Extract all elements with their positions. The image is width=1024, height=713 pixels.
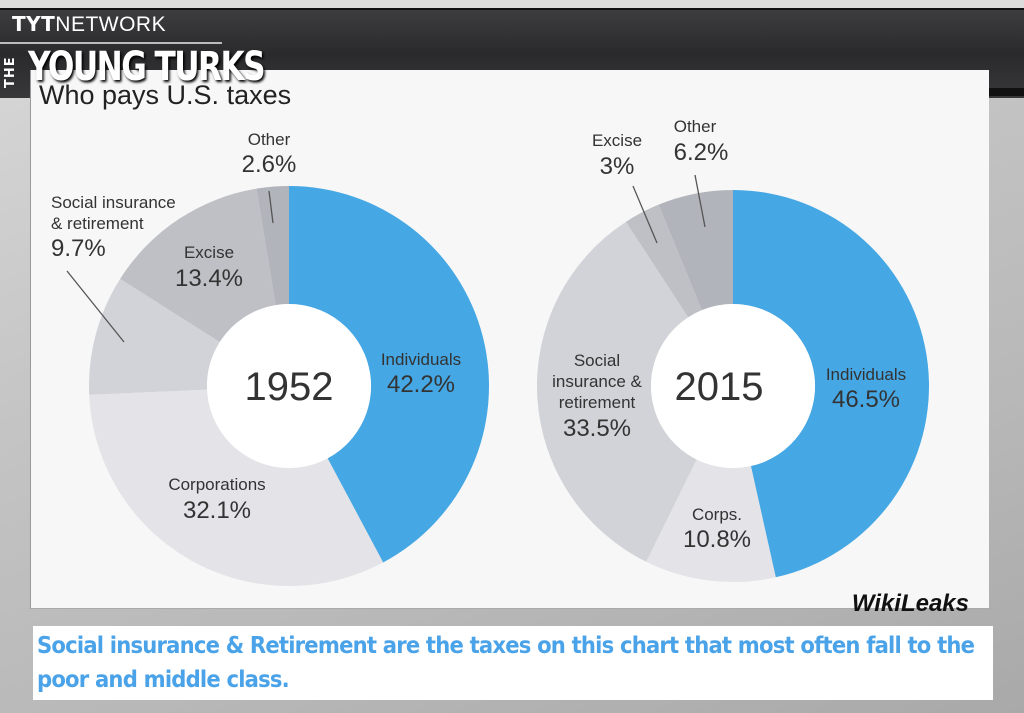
label-excise-1952: Excise bbox=[184, 243, 234, 262]
slice-other bbox=[658, 190, 733, 311]
label-individuals-1952: Individuals bbox=[381, 350, 461, 369]
show-prefix: THE bbox=[3, 56, 18, 88]
show-logo: YOUNG TURKS bbox=[28, 44, 266, 90]
label-social-1952-line2: & retirement bbox=[51, 214, 144, 233]
label-individuals-2015: Individuals bbox=[826, 365, 906, 384]
label-excise-2015: Excise bbox=[592, 131, 642, 150]
slice-other bbox=[256, 186, 289, 306]
value-excise-2015: 3% bbox=[600, 153, 635, 180]
top-strip bbox=[0, 0, 1024, 8]
slice-excise bbox=[625, 204, 702, 318]
donut-hole bbox=[207, 304, 371, 468]
slice-social-insurance-retirement bbox=[89, 278, 220, 395]
slice-individuals bbox=[289, 186, 489, 563]
year-label-2015: 2015 bbox=[675, 365, 764, 409]
label-social-2015-line3: retirement bbox=[559, 393, 636, 412]
logo-divider bbox=[0, 42, 222, 44]
slice-individuals bbox=[733, 190, 930, 578]
value-social-2015: 33.5% bbox=[563, 415, 631, 442]
label-corporations-2015: Corps. bbox=[692, 505, 742, 524]
leader-line-social-1952 bbox=[66, 270, 125, 343]
value-other-1952: 2.6% bbox=[242, 151, 297, 178]
label-corporations-1952: Corporations bbox=[168, 475, 265, 494]
donut-1952 bbox=[89, 186, 489, 586]
label-social-1952-line1: Social insurance bbox=[51, 193, 176, 212]
label-other-2015: Other bbox=[674, 117, 717, 136]
leader-line-other-2015 bbox=[694, 174, 706, 228]
value-excise-1952: 13.4% bbox=[175, 265, 243, 292]
caption-banner: Social insurance & Retirement are the ta… bbox=[33, 626, 993, 700]
value-corporations-2015: 10.8% bbox=[683, 526, 751, 553]
value-corporations-1952: 32.1% bbox=[183, 497, 251, 524]
label-social-2015-line1: Social bbox=[574, 351, 620, 370]
header-band-edge bbox=[988, 88, 1024, 96]
label-social-2015-line2: insurance & bbox=[552, 372, 642, 391]
leader-line-excise-2015 bbox=[632, 185, 658, 244]
slice-corps- bbox=[646, 459, 776, 583]
label-other-1952: Other bbox=[248, 130, 291, 149]
value-individuals-1952: 42.2% bbox=[387, 371, 455, 398]
leader-line-other-1952 bbox=[268, 190, 274, 224]
value-individuals-2015: 46.5% bbox=[832, 386, 900, 413]
value-other-2015: 6.2% bbox=[674, 139, 729, 166]
network-logo: TYTNETWORK bbox=[12, 12, 167, 36]
donut-charts: 1952 Individuals 42.2% Corporations 32.1… bbox=[51, 117, 930, 586]
chart-title: Who pays U.S. taxes bbox=[39, 80, 292, 110]
wikileaks-watermark: WikiLeaks bbox=[851, 590, 969, 617]
slice-corporations bbox=[89, 389, 384, 586]
slice-excise bbox=[120, 188, 276, 343]
year-label-1952: 1952 bbox=[245, 365, 334, 409]
chart-panel: Who pays U.S. taxes 1952 Individuals 42.… bbox=[30, 70, 989, 617]
donut-hole bbox=[651, 304, 815, 468]
donut-2015 bbox=[537, 190, 930, 583]
value-social-1952: 9.7% bbox=[51, 235, 106, 262]
slice-social-insurance-retirement bbox=[537, 221, 697, 562]
